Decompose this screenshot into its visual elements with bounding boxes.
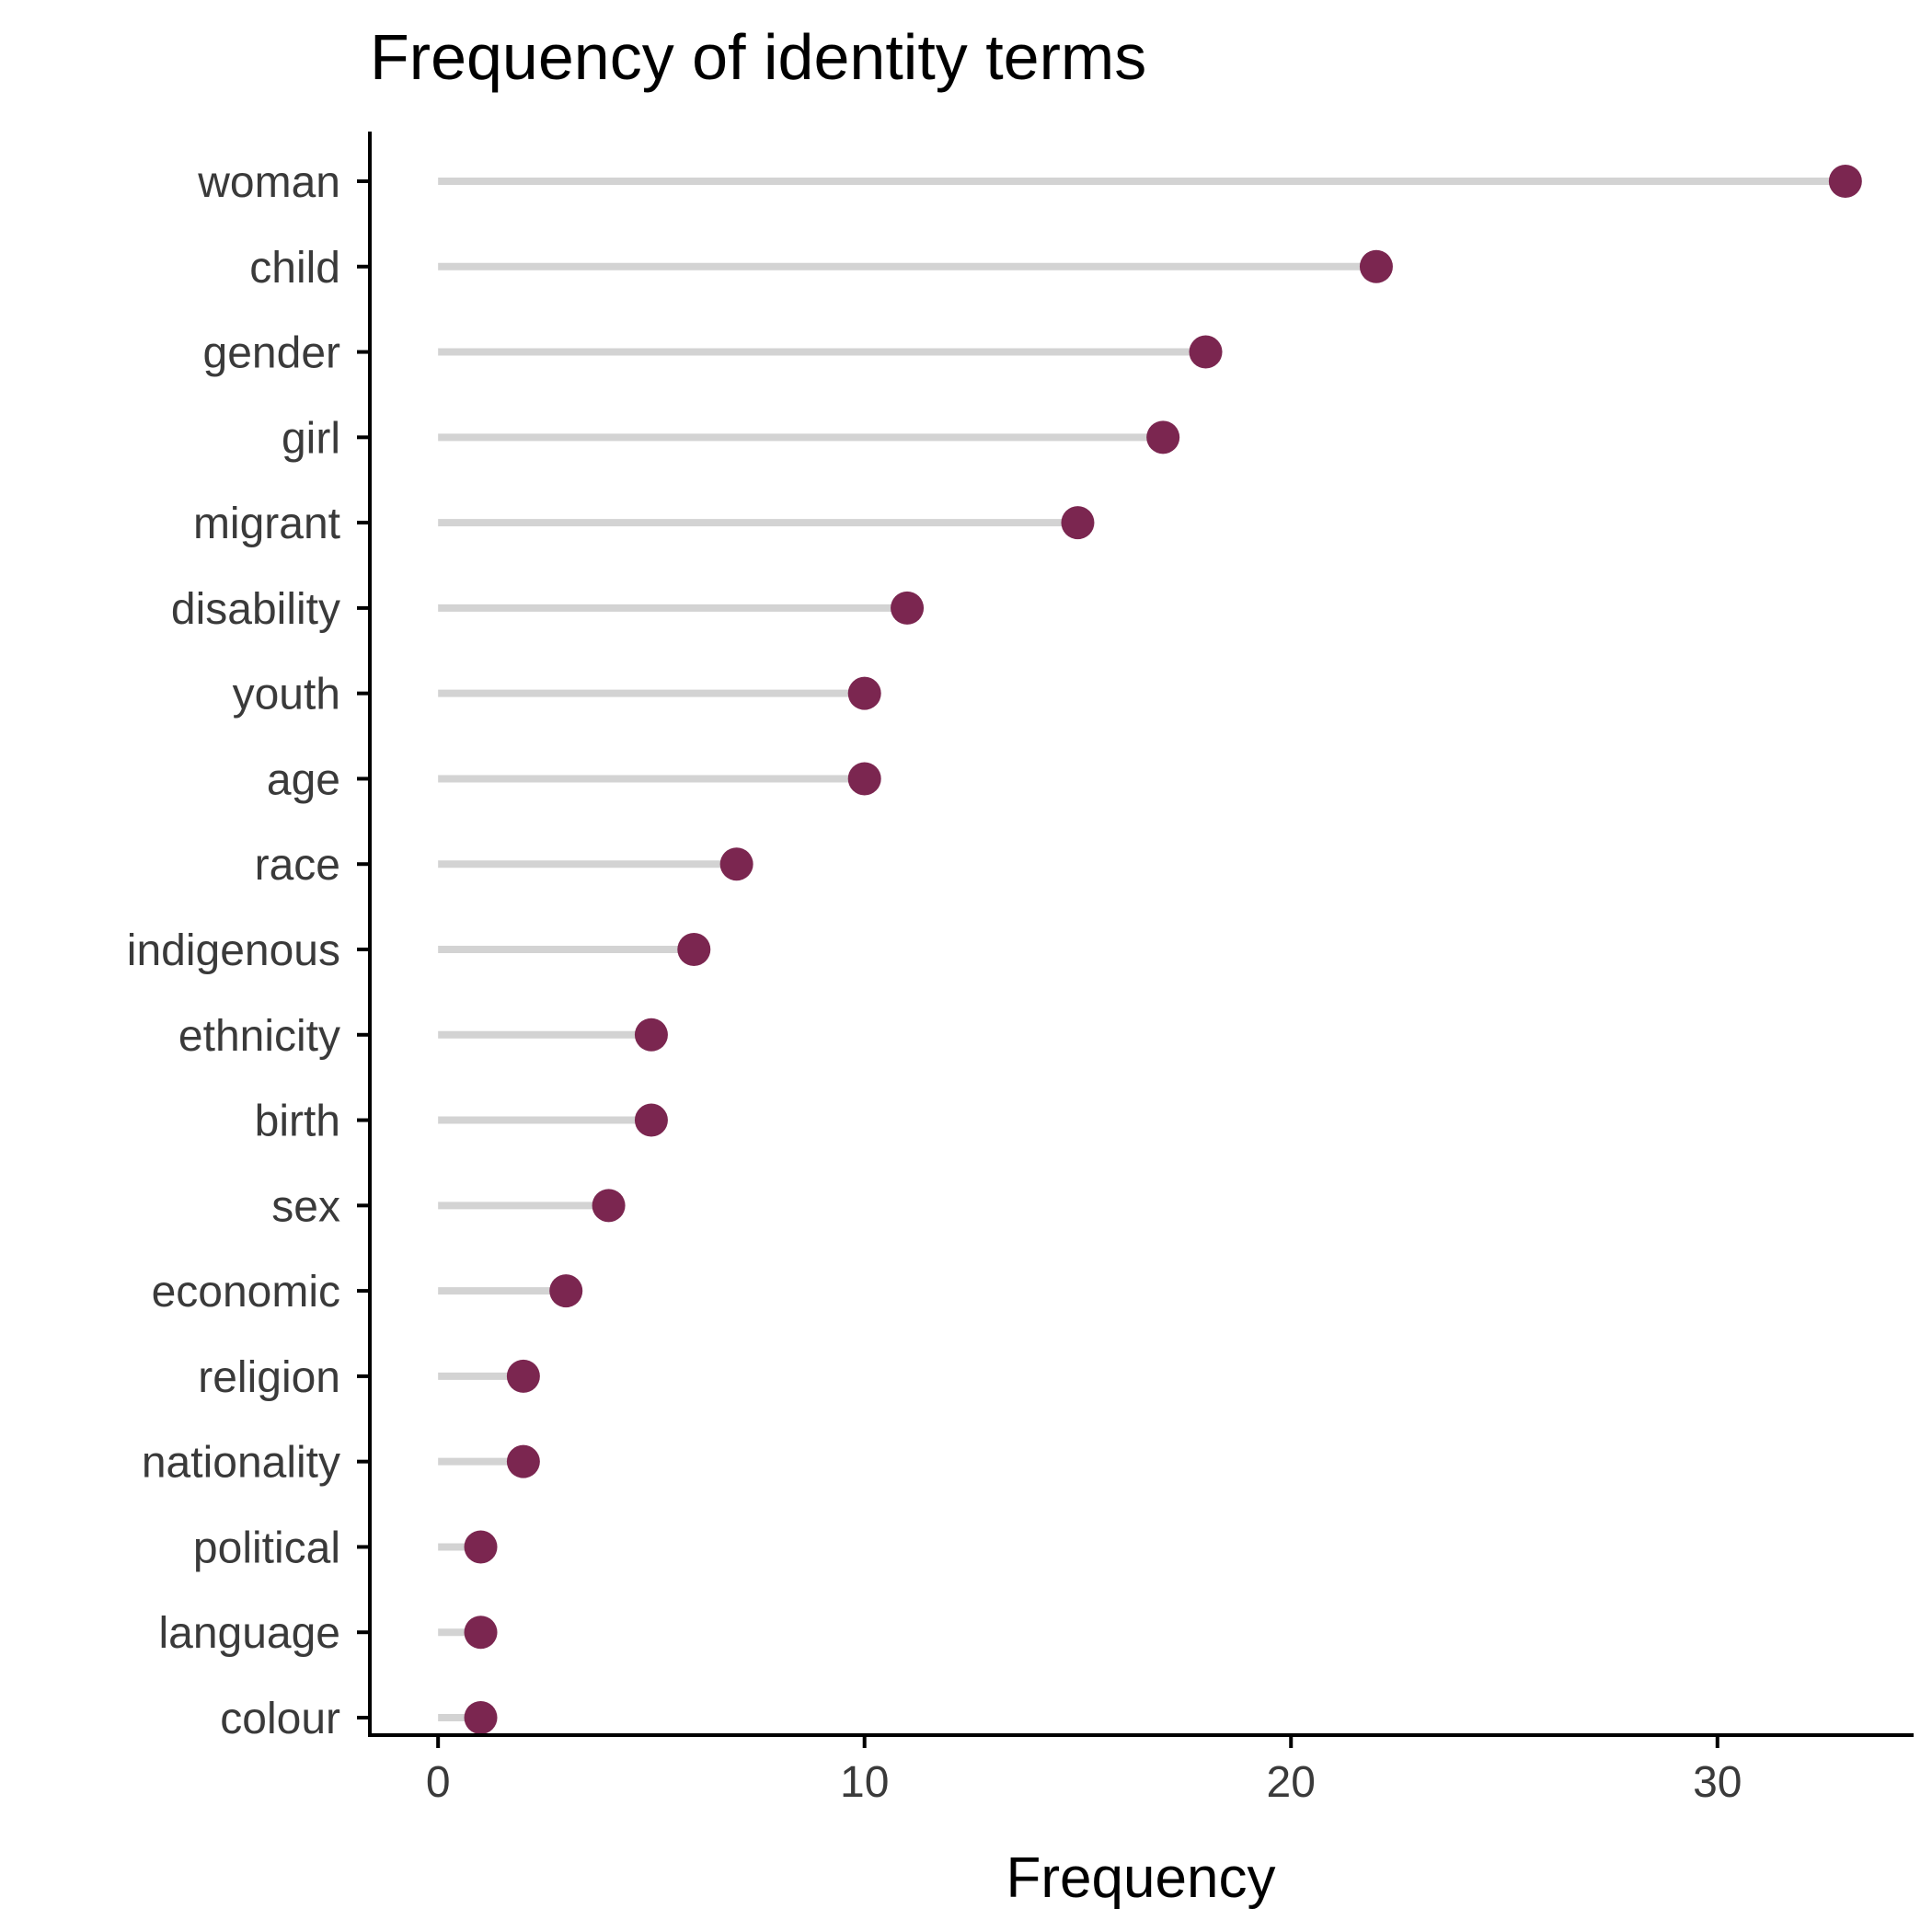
- point-economic: [549, 1274, 583, 1308]
- point-age: [847, 762, 881, 796]
- point-nationality: [506, 1444, 540, 1478]
- point-colour: [464, 1701, 498, 1734]
- point-race: [719, 847, 753, 881]
- point-child: [1359, 249, 1393, 283]
- x-axis-title: Frequency: [1006, 1846, 1276, 1910]
- x-tick-label-20: 20: [1267, 1758, 1316, 1807]
- y-tick-label-language: language: [158, 1609, 340, 1658]
- x-tick-label-30: 30: [1693, 1758, 1742, 1807]
- y-tick-label-nationality: nationality: [142, 1439, 340, 1488]
- x-axis: 0 10 20 30: [368, 1733, 1914, 1807]
- y-tick-label-birth: birth: [255, 1098, 340, 1146]
- y-tick-label-race: race: [255, 841, 340, 890]
- point-religion: [506, 1359, 540, 1393]
- y-tick-label-indigenous: indigenous: [127, 926, 340, 975]
- stems-layer: [438, 178, 1846, 1721]
- y-tick-label-gender: gender: [203, 329, 340, 378]
- point-gender: [1189, 335, 1223, 369]
- y-tick-label-economic: economic: [152, 1268, 340, 1317]
- point-indigenous: [677, 933, 711, 966]
- point-youth: [847, 676, 881, 710]
- y-tick-label-youth: youth: [233, 671, 340, 719]
- point-migrant: [1061, 506, 1095, 540]
- y-tick-label-sex: sex: [271, 1182, 340, 1231]
- point-political: [464, 1530, 498, 1564]
- point-disability: [891, 591, 925, 625]
- y-axis: woman child gender girl migrant disability you…: [127, 132, 372, 1743]
- y-tick-label-migrant: migrant: [193, 500, 340, 548]
- x-tick-label-0: 0: [426, 1758, 451, 1807]
- y-tick-label-woman: woman: [197, 158, 340, 207]
- x-tick-label-10: 10: [840, 1758, 889, 1807]
- y-tick-label-age: age: [267, 755, 340, 804]
- y-tick-label-political: political: [193, 1524, 340, 1572]
- point-girl: [1146, 420, 1180, 454]
- points-layer: [464, 165, 1862, 1734]
- y-tick-label-religion: religion: [198, 1353, 340, 1402]
- point-ethnicity: [634, 1018, 668, 1052]
- point-sex: [592, 1189, 626, 1223]
- point-birth: [634, 1103, 668, 1137]
- y-tick-label-disability: disability: [171, 585, 340, 634]
- chart-title: Frequency of identity terms: [370, 21, 1146, 93]
- point-woman: [1828, 165, 1862, 198]
- y-tick-label-child: child: [249, 244, 340, 293]
- point-language: [464, 1616, 498, 1650]
- y-tick-label-colour: colour: [220, 1695, 340, 1743]
- y-tick-label-ethnicity: ethnicity: [178, 1012, 340, 1061]
- y-tick-label-girl: girl: [282, 414, 340, 463]
